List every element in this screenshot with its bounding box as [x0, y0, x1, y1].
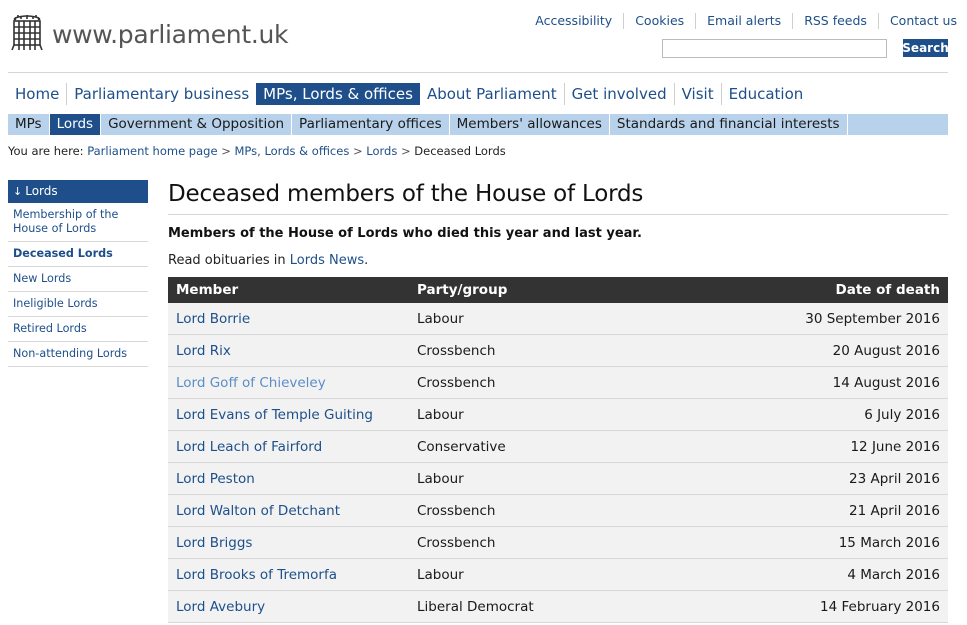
party-cell: Labour [409, 398, 662, 431]
sidebar: ↓ Lords Membership of the House of Lords… [8, 180, 148, 367]
sidebar-item-non-attending-lords[interactable]: Non-attending Lords [8, 342, 148, 367]
member-link[interactable]: Lord Borrie [168, 303, 409, 335]
table-row: Lord Rix Crossbench 20 August 2016 [168, 334, 948, 367]
breadcrumb-link-home[interactable]: Parliament home page [87, 144, 218, 158]
sidebar-heading-label: Lords [25, 184, 58, 198]
member-link[interactable]: Lord Briggs [168, 526, 409, 559]
accessibility-link[interactable]: Accessibility [535, 13, 613, 28]
rss-feeds-link[interactable]: RSS feeds [792, 13, 878, 29]
secondary-nav: MPs Lords Government & Opposition Parlia… [8, 114, 948, 135]
sidebar-heading[interactable]: ↓ Lords [8, 180, 148, 203]
column-header-party: Party/group [409, 277, 662, 303]
intro-suffix: . [364, 253, 369, 268]
nav-about-parliament[interactable]: About Parliament [426, 85, 557, 103]
deceased-members-table: Member Party/group Date of death Lord Bo… [168, 277, 948, 623]
sidebar-item-retired-lords[interactable]: Retired Lords [8, 317, 148, 342]
member-link[interactable]: Lord Walton of Detchant [168, 494, 409, 527]
member-link[interactable]: Lord Leach of Fairford [168, 430, 409, 463]
nav-visit[interactable]: Visit [673, 83, 721, 105]
nav-get-involved[interactable]: Get involved [563, 83, 674, 105]
date-cell: 20 August 2016 [661, 334, 948, 367]
party-cell: Labour [409, 462, 662, 495]
breadcrumb: You are here: Parliament home page > MPs… [8, 144, 506, 158]
member-link[interactable]: Lord Brooks of Tremorfa [168, 558, 409, 591]
column-header-member: Member [168, 277, 409, 303]
nav-parliamentary-business[interactable]: Parliamentary business [66, 83, 256, 105]
table-row: Lord Leach of Fairford Conservative 12 J… [168, 430, 948, 463]
header-divider [8, 72, 948, 73]
sidebar-item-ineligible-lords[interactable]: Ineligible Lords [8, 292, 148, 317]
member-link[interactable]: Lord Avebury [168, 590, 409, 623]
table-row: Lord Evans of Temple Guiting Labour 6 Ju… [168, 398, 948, 431]
date-cell: 14 August 2016 [661, 366, 948, 399]
column-header-date: Date of death [661, 277, 948, 303]
intro-prefix: Read obituaries in [168, 253, 290, 268]
table-row: Lord Borrie Labour 30 September 2016 [168, 303, 948, 335]
breadcrumb-link-mps-lords-offices[interactable]: MPs, Lords & offices [234, 144, 350, 158]
subnav-lords[interactable]: Lords [49, 114, 102, 135]
table-row: Lord Briggs Crossbench 15 March 2016 [168, 526, 948, 559]
subnav-standards-financial-interests[interactable]: Standards and financial interests [610, 114, 848, 135]
arrow-down-icon: ↓ [13, 185, 23, 198]
member-link[interactable]: Lord Evans of Temple Guiting [168, 398, 409, 431]
sidebar-item-membership[interactable]: Membership of the House of Lords [8, 203, 148, 242]
primary-nav: Home Parliamentary business MPs, Lords &… [8, 83, 810, 105]
sidebar-item-deceased-lords[interactable]: Deceased Lords [8, 242, 148, 267]
breadcrumb-current: Deceased Lords [414, 144, 506, 158]
nav-home[interactable]: Home [15, 85, 60, 103]
party-cell: Conservative [409, 430, 662, 463]
breadcrumb-prefix: You are here: [8, 144, 84, 158]
table-row: Lord Peston Labour 23 April 2016 [168, 462, 948, 495]
date-cell: 6 July 2016 [661, 398, 948, 431]
site-header: www.parliament.uk Accessibility Cookies … [0, 0, 967, 72]
party-cell: Liberal Democrat [409, 590, 662, 623]
party-cell: Crossbench [409, 526, 662, 559]
site-logo[interactable]: www.parliament.uk [10, 14, 289, 54]
sidebar-item-new-lords[interactable]: New Lords [8, 267, 148, 292]
nav-mps-lords-offices[interactable]: MPs, Lords & offices [256, 83, 420, 105]
main-content: Deceased members of the House of Lords M… [168, 178, 948, 623]
email-alerts-link[interactable]: Email alerts [695, 13, 792, 29]
party-cell: Crossbench [409, 334, 662, 367]
party-cell: Labour [409, 558, 662, 591]
breadcrumb-separator: > [221, 144, 231, 158]
table-header-row: Member Party/group Date of death [168, 277, 948, 303]
table-row: Lord Brooks of Tremorfa Labour 4 March 2… [168, 558, 948, 591]
member-link[interactable]: Lord Rix [168, 334, 409, 367]
subnav-mps[interactable]: MPs [8, 114, 50, 135]
site-title: www.parliament.uk [52, 19, 289, 49]
date-cell: 30 September 2016 [661, 303, 948, 335]
party-cell: Crossbench [409, 366, 662, 399]
page-title: Deceased members of the House of Lords [168, 178, 948, 215]
utility-links: Accessibility Cookies Email alerts RSS f… [524, 13, 957, 29]
table-row: Lord Goff of Chieveley Crossbench 14 Aug… [168, 366, 948, 399]
page-subtitle: Members of the House of Lords who died t… [168, 226, 642, 241]
breadcrumb-separator: > [352, 144, 363, 158]
party-cell: Labour [409, 303, 662, 335]
subnav-government-opposition[interactable]: Government & Opposition [101, 114, 293, 135]
contact-us-link[interactable]: Contact us [877, 13, 957, 29]
date-cell: 23 April 2016 [661, 462, 948, 495]
date-cell: 14 February 2016 [661, 590, 948, 623]
intro-text: Read obituaries in Lords News. [168, 253, 948, 268]
search-button[interactable]: Search [902, 39, 949, 57]
breadcrumb-link-lords[interactable]: Lords [366, 144, 398, 158]
party-cell: Crossbench [409, 494, 662, 527]
table-row: Lord Walton of Detchant Crossbench 21 Ap… [168, 494, 948, 527]
date-cell: 15 March 2016 [661, 526, 948, 559]
breadcrumb-separator: > [401, 144, 411, 158]
cookies-link[interactable]: Cookies [623, 13, 695, 29]
date-cell: 4 March 2016 [661, 558, 948, 591]
nav-education[interactable]: Education [720, 83, 811, 105]
date-cell: 21 April 2016 [661, 494, 948, 527]
member-link[interactable]: Lord Peston [168, 462, 409, 495]
search-input[interactable] [662, 39, 887, 58]
subnav-members-allowances[interactable]: Members' allowances [450, 114, 610, 135]
subnav-parliamentary-offices[interactable]: Parliamentary offices [292, 114, 450, 135]
table-row: Lord Avebury Liberal Democrat 14 Februar… [168, 590, 948, 623]
portcullis-icon [11, 15, 43, 51]
date-cell: 12 June 2016 [661, 430, 948, 463]
lords-news-link[interactable]: Lords News [289, 253, 365, 268]
member-link[interactable]: Lord Goff of Chieveley [168, 366, 409, 399]
